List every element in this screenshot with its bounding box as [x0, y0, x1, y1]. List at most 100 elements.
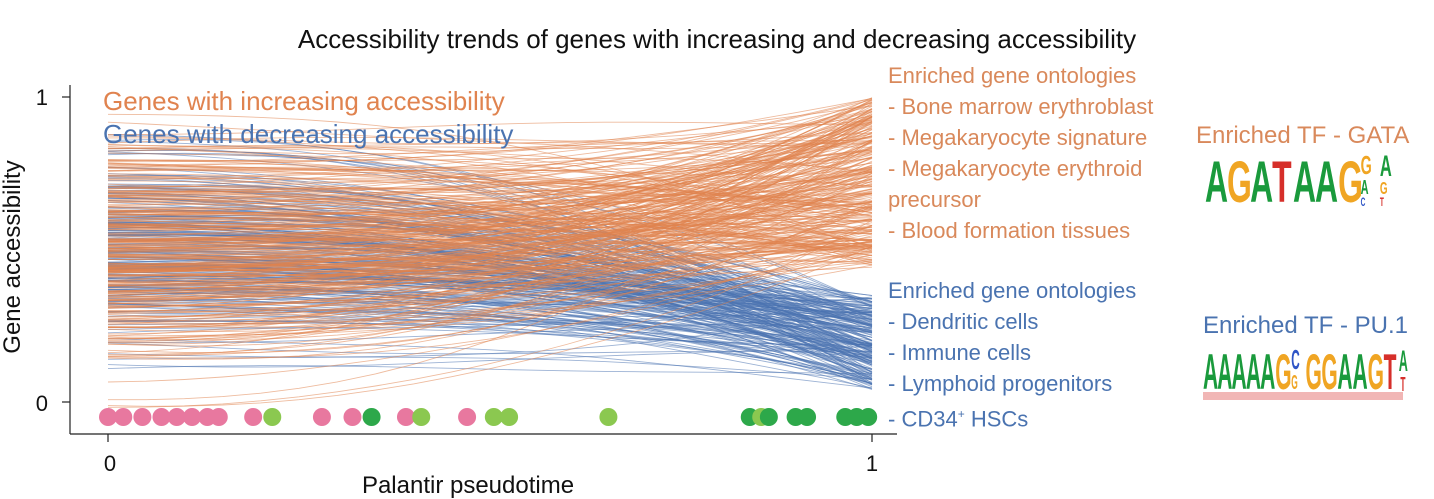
motif-logo-gata: A G A T A A G G A C A G T [1205, 150, 1392, 208]
series-line [107, 262, 873, 324]
series-line [107, 148, 873, 203]
motif-letter: C [1361, 196, 1366, 208]
motif-letter: A [1260, 345, 1275, 401]
series-line [107, 245, 873, 407]
series-line [107, 192, 873, 372]
series-line [107, 116, 873, 295]
cell-marker [99, 408, 117, 426]
series-line [107, 353, 873, 380]
ontology-cd34-sup: + [957, 407, 965, 421]
series-line [107, 175, 873, 205]
series-line [107, 121, 873, 250]
ontology-list-decreasing: Enriched gene ontologies - Dendritic cel… [888, 275, 1136, 434]
motif-letter: A [1217, 345, 1232, 401]
motif-letter: G [1227, 150, 1252, 208]
series-line [107, 247, 873, 268]
series-line [107, 316, 873, 330]
x-axis-label: Palantir pseudotime [362, 472, 574, 499]
legend-increasing: Genes with increasing accessibility [103, 86, 505, 116]
series-line [107, 342, 873, 355]
series-line [107, 105, 873, 213]
series-line [107, 132, 873, 155]
series-line [107, 99, 873, 189]
motif-letter: C [1291, 344, 1299, 375]
series-line [107, 201, 873, 220]
series-line [107, 97, 873, 190]
series-line [107, 160, 873, 217]
tf-label-pu1: Enriched TF - PU.1 [1203, 312, 1408, 339]
series-line [107, 206, 873, 341]
series-line [107, 121, 873, 284]
cell-marker [263, 408, 282, 426]
series-line [107, 252, 873, 312]
cell-marker [244, 408, 263, 426]
series-line [107, 135, 873, 226]
series-line [107, 157, 873, 202]
series-line [107, 170, 873, 206]
series-line [107, 242, 873, 251]
series-line [107, 201, 873, 358]
motif-letter: A [1353, 345, 1368, 401]
ontology-list-increasing: Enriched gene ontologies - Bone marrow e… [888, 60, 1153, 246]
series-line [107, 97, 873, 271]
motif-letter: A [1337, 345, 1352, 401]
cell-marker [209, 408, 228, 426]
cell-markers-group [99, 408, 878, 426]
cell-marker [599, 408, 618, 426]
series-line [107, 208, 873, 251]
series-line [107, 174, 873, 269]
motif-letter: A [1315, 150, 1338, 208]
series-line [107, 204, 873, 279]
motif-letter: G [1368, 345, 1384, 401]
series-line [108, 121, 873, 135]
ontology-item: - Lymphoid progenitors [888, 371, 1113, 396]
motif-letter: A [1399, 344, 1408, 378]
series-line [107, 249, 873, 328]
series-line [107, 136, 873, 180]
motif-logo-pu1: A A A A A G C G G G A A G T A T [1203, 344, 1408, 401]
series-line [107, 149, 873, 207]
motif-letter: G [1305, 345, 1321, 401]
increasing-lines-group [107, 97, 873, 408]
ontology-item: - Immune cells [888, 340, 1032, 365]
series-line [107, 220, 873, 232]
x-tick-label-1: 1 [866, 451, 878, 476]
cell-marker [183, 408, 202, 426]
motif-letter: A [1380, 150, 1392, 183]
series-line [107, 178, 873, 318]
motif-letter: A [1203, 345, 1218, 401]
cell-marker [759, 408, 778, 426]
series-line [107, 102, 873, 195]
ontology-item: - CD34+ HSCs [888, 399, 1136, 434]
series-line [107, 110, 873, 217]
cell-marker [859, 408, 878, 426]
cell-marker [114, 408, 133, 426]
y-tick-label-0: 0 [36, 391, 48, 416]
cell-marker [484, 408, 503, 426]
series-line [107, 227, 873, 235]
series-line [107, 241, 873, 253]
motif-base-strip [1203, 392, 1403, 400]
series-line [107, 314, 873, 378]
motif-letter: T [1380, 196, 1384, 208]
ontology-header: Enriched gene ontologies [888, 278, 1137, 303]
motif-letter: G [1275, 345, 1291, 401]
cell-marker [167, 408, 186, 426]
series-line [107, 180, 873, 343]
series-line [107, 150, 873, 344]
motif-letter: A [1205, 150, 1228, 208]
series-line [107, 285, 873, 385]
motif-letter: G [1380, 179, 1388, 199]
series-line [107, 137, 873, 170]
series-line [107, 128, 873, 301]
legend-decreasing: Genes with decreasing accessibility [103, 119, 514, 149]
ontology-item: - Dendritic cells [888, 309, 1039, 334]
cell-marker [362, 408, 381, 426]
ontology-item: - Megakaryocyte erythroid [888, 156, 1143, 181]
ontology-cd34-prefix: - CD34 [888, 406, 958, 432]
series-line [107, 114, 873, 228]
series-line [107, 205, 873, 318]
ontology-item: - Bone marrow erythroblast [888, 94, 1154, 119]
series-line [107, 125, 873, 242]
